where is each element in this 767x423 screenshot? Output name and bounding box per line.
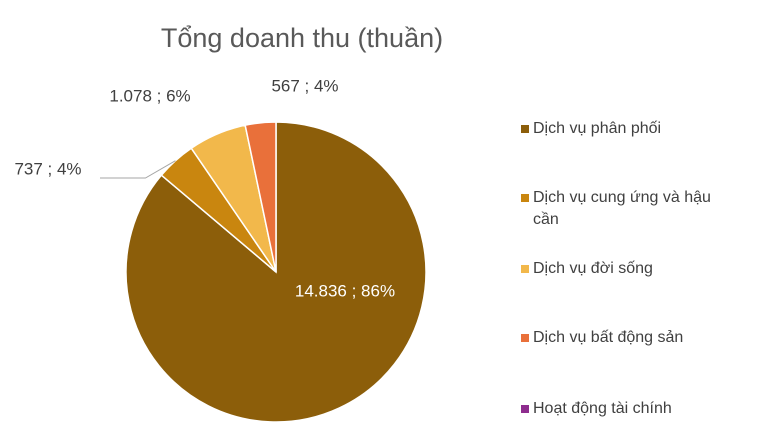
leader-line xyxy=(100,160,176,179)
legend-swatch xyxy=(521,265,529,273)
legend-label: Dịch vụ phân phối xyxy=(533,120,662,137)
legend-label: Dịch vụ cung ứng và hậu cần xyxy=(533,189,711,228)
legend-label: Dịch vụ bất động sản xyxy=(533,329,684,346)
legend-item: Dịch vụ bất động sản xyxy=(521,327,733,349)
legend-item: Hoạt động tài chính xyxy=(521,398,733,420)
legend-swatch xyxy=(521,334,529,342)
legend-item: Dịch vụ phân phối xyxy=(521,118,733,140)
legend-swatch xyxy=(521,405,529,413)
chart-title: Tổng doanh thu (thuần) xyxy=(161,23,443,53)
data-label: 567 ; 4% xyxy=(271,76,338,95)
data-label: 1.078 ; 6% xyxy=(109,86,190,105)
data-label: 14.836 ; 86% xyxy=(295,281,395,300)
legend-item: Dịch vụ đời sống xyxy=(521,258,733,280)
legend-swatch xyxy=(521,194,529,202)
data-label: 737 ; 4% xyxy=(14,159,81,178)
legend-swatch xyxy=(521,125,529,133)
legend-item: Dịch vụ cung ứng và hậu cần xyxy=(521,187,733,231)
legend-label: Hoạt động tài chính xyxy=(533,400,672,417)
legend-label: Dịch vụ đời sống xyxy=(533,260,653,277)
pie-slice xyxy=(244,121,277,273)
